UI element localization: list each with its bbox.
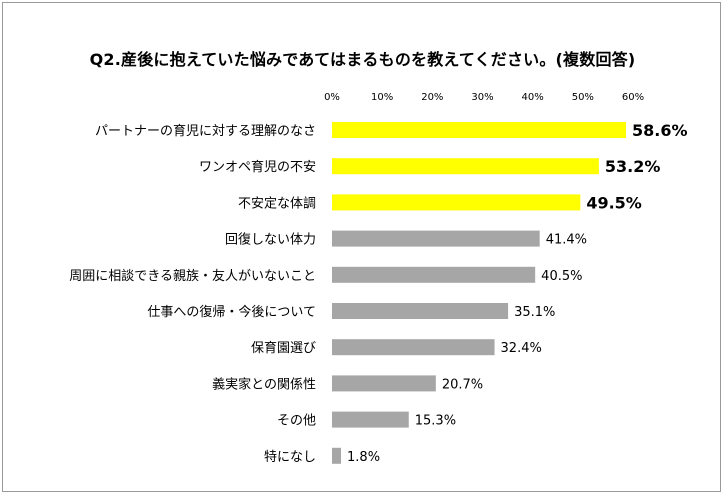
- bar: [332, 230, 540, 247]
- category-label: その他: [277, 414, 316, 429]
- bar: [332, 194, 581, 211]
- bar: [332, 158, 599, 175]
- data-label: 40.5%: [541, 269, 582, 284]
- bars: [332, 122, 626, 464]
- category-label: 不安定な体調: [238, 196, 316, 211]
- bar: [332, 303, 509, 319]
- category-label: 義実家との関係性: [212, 376, 316, 392]
- chart-frame: [2, 2, 721, 492]
- bar: [332, 122, 626, 138]
- x-tick-label: 0%: [324, 92, 340, 103]
- category-label: パートナーの育児に対する理解のなさ: [95, 123, 316, 139]
- data-label: 1.8%: [347, 450, 380, 465]
- x-tick-label: 40%: [522, 92, 544, 103]
- data-label: 41.4%: [546, 233, 587, 248]
- chart-title: Q2.産後に抱えていた悩みであてはまるものを教えてください。(複数回答): [89, 50, 636, 69]
- bar: [332, 339, 495, 356]
- bar: [332, 447, 342, 464]
- category-label: ワンオペ育児の不安: [199, 159, 316, 175]
- data-labels: 58.6% 53.2% 49.5% 41.4% 40.5% 35.1% 32.4% 20.7%…: [347, 121, 687, 465]
- data-label: 20.7%: [442, 377, 483, 392]
- data-label: 58.6%: [632, 121, 688, 140]
- data-label: 15.3%: [415, 414, 456, 429]
- category-labels: パートナーの育児に対する理解のなさワンオペ育児の不安不安定な体調回復しない体力周…: [69, 123, 316, 465]
- x-tick-label: 20%: [421, 92, 443, 103]
- bar: [332, 411, 409, 428]
- x-tick-label: 30%: [471, 92, 493, 103]
- data-label: 53.2%: [605, 157, 661, 176]
- x-tick-label: 10%: [371, 92, 393, 103]
- data-label: 32.4%: [501, 341, 542, 356]
- data-label: 49.5%: [586, 193, 642, 212]
- category-label: 回復しない体力: [225, 232, 316, 248]
- x-tick-label: 60%: [622, 92, 644, 103]
- x-axis-ticks: 0% 10% 20% 30% 40% 50% 60%: [324, 92, 644, 103]
- category-label: 周囲に相談できる親族・友人がいないこと: [69, 268, 316, 284]
- category-label: 仕事への復帰・今後について: [147, 304, 316, 320]
- bar: [332, 375, 436, 392]
- data-label: 35.1%: [514, 305, 555, 320]
- category-label: 特になし: [264, 450, 316, 465]
- bar: [332, 266, 536, 283]
- x-tick-label: 50%: [572, 92, 594, 103]
- category-label: 保育園選び: [251, 340, 316, 356]
